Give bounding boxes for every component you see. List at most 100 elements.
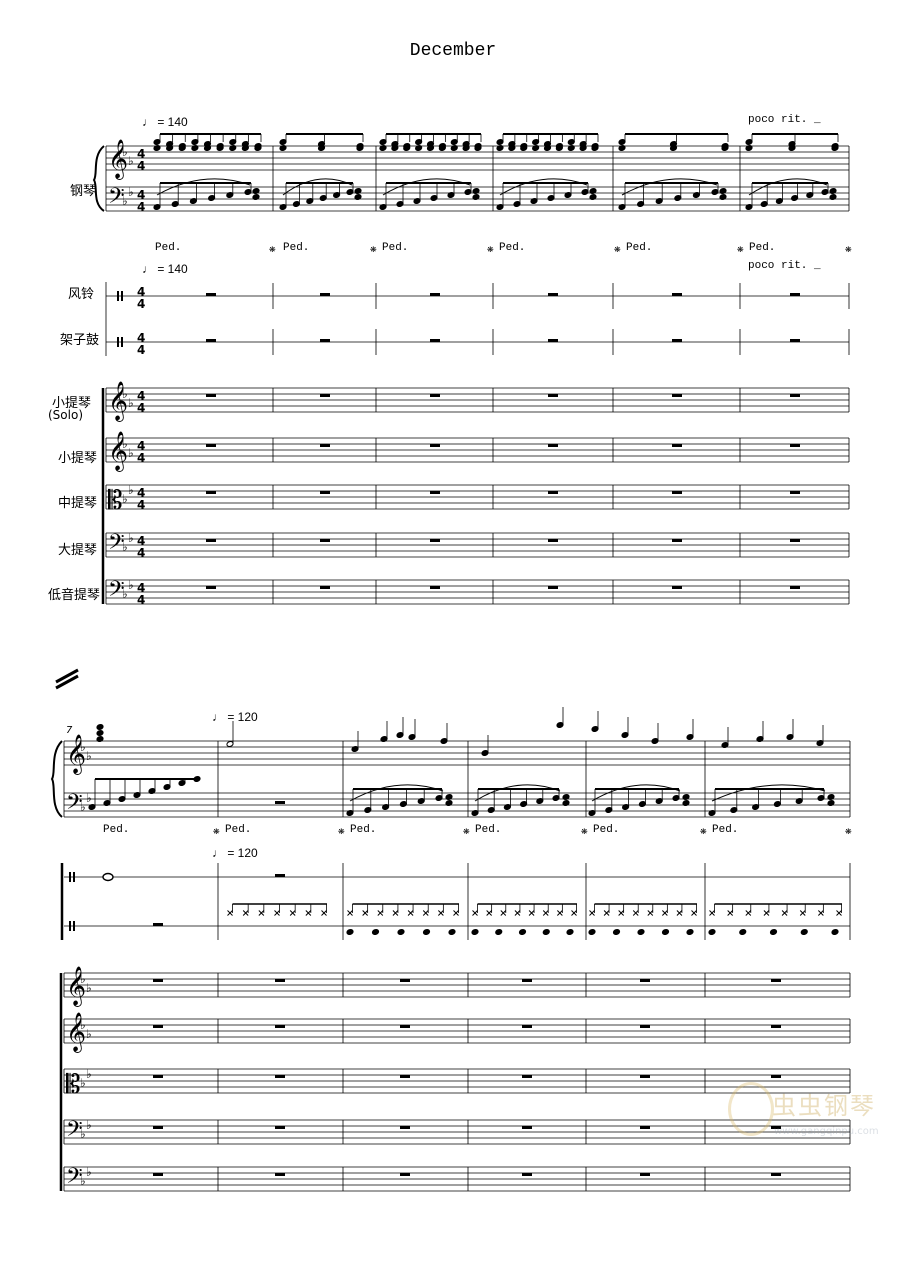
flat-icon: ♭ — [86, 791, 92, 805]
whole-rest — [430, 444, 440, 447]
whole-rest — [320, 339, 330, 342]
flat-icon: ♭ — [128, 578, 134, 592]
whole-rest — [790, 491, 800, 494]
flat-icon: ♭ — [128, 154, 134, 168]
flat-icon: ♭ — [80, 1076, 86, 1090]
whole-rest — [430, 339, 440, 342]
notehead — [613, 929, 621, 936]
whole-rest — [790, 539, 800, 542]
time-sig-denominator: 4 — [137, 546, 145, 560]
whole-rest — [640, 1173, 650, 1176]
time-sig-denominator: 4 — [137, 200, 145, 214]
whole-rest — [672, 444, 682, 447]
pedal-release-mark: ❋ — [487, 242, 494, 256]
pedal-release-mark: ❋ — [700, 824, 707, 838]
whole-rest — [548, 339, 558, 342]
notehead — [566, 929, 574, 936]
watermark: 虫虫钢琴 www.gangqinpu.com — [724, 1082, 904, 1152]
flat-icon: ♭ — [122, 492, 128, 506]
label-violin-solo-sub: (Solo) — [48, 408, 83, 422]
pedal-mark: Ped. — [712, 824, 738, 836]
system-separator — [56, 670, 78, 682]
whole-rest — [275, 1075, 285, 1078]
label-violin: 小提琴 — [58, 447, 97, 466]
whole-rest — [522, 1126, 532, 1129]
whole-rest — [206, 491, 216, 494]
flat-icon: ♭ — [128, 446, 134, 460]
notehead — [346, 929, 354, 936]
whole-rest — [206, 444, 216, 447]
whole-rest — [206, 293, 216, 296]
whole-rest — [672, 491, 682, 494]
whole-rest — [320, 293, 330, 296]
flat-icon: ♭ — [122, 540, 128, 554]
whole-rest — [672, 293, 682, 296]
pedal-mark: Ped. — [382, 242, 408, 254]
whole-rest — [548, 293, 558, 296]
notehead — [637, 929, 645, 936]
flat-icon: ♭ — [86, 1118, 92, 1132]
pedal-mark: Ped. — [626, 242, 652, 254]
flat-icon: ♭ — [86, 749, 92, 763]
time-sig-denominator: 4 — [137, 451, 145, 465]
flat-icon: ♭ — [86, 1027, 92, 1041]
pedal-mark: Ped. — [225, 824, 251, 836]
pedal-release-mark: ❋ — [463, 824, 470, 838]
whole-rest — [771, 1075, 781, 1078]
whole-rest — [400, 1173, 410, 1176]
flat-icon: ♭ — [128, 396, 134, 410]
tempo-marking-120-perc: ♩ = 120 — [212, 846, 258, 860]
flat-icon: ♭ — [128, 185, 134, 199]
tempo-marking-140-perc: ♩ = 140 — [142, 262, 188, 276]
whole-rest — [672, 339, 682, 342]
whole-rest — [320, 539, 330, 542]
whole-rest — [548, 444, 558, 447]
notehead — [96, 730, 104, 737]
whole-rest — [275, 1126, 285, 1129]
flat-icon: ♭ — [122, 437, 128, 451]
whole-rest — [790, 293, 800, 296]
whole-rest — [153, 979, 163, 982]
pedal-release-mark: ❋ — [845, 824, 852, 838]
flat-icon: ♭ — [80, 740, 86, 754]
pedal-release-mark: ❋ — [581, 824, 588, 838]
notehead — [423, 929, 431, 936]
whole-rest — [153, 1075, 163, 1078]
time-sig-denominator: 4 — [137, 343, 145, 357]
whole-rest — [400, 1025, 410, 1028]
whole-rest — [400, 979, 410, 982]
flat-icon: ♭ — [86, 981, 92, 995]
flat-icon: ♭ — [80, 1127, 86, 1141]
flat-icon: ♭ — [122, 194, 128, 208]
notehead — [372, 929, 380, 936]
whole-rest — [672, 394, 682, 397]
whole-rest — [430, 293, 440, 296]
whole-rest — [771, 979, 781, 982]
watermark-url: www.gangqinpu.com — [774, 1126, 879, 1137]
whole-rest — [275, 1173, 285, 1176]
time-sig-denominator: 4 — [137, 401, 145, 415]
whole-rest — [790, 444, 800, 447]
notehead — [739, 929, 747, 936]
tempo-marking-120: ♩ = 120 — [212, 710, 258, 724]
whole-rest — [320, 444, 330, 447]
flat-icon: ♭ — [86, 1067, 92, 1081]
poco-rit-direction-perc: poco rit. _ — [748, 260, 821, 272]
notehead — [708, 929, 716, 936]
pedal-release-mark: ❋ — [614, 242, 621, 256]
whole-rest — [275, 979, 285, 982]
flat-icon: ♭ — [80, 972, 86, 986]
notehead — [495, 929, 503, 936]
flat-icon: ♭ — [86, 1165, 92, 1179]
flat-icon: ♭ — [128, 531, 134, 545]
flat-icon: ♭ — [128, 483, 134, 497]
whole-rest — [206, 539, 216, 542]
whole-rest — [153, 1025, 163, 1028]
flat-icon: ♭ — [80, 1174, 86, 1188]
flat-icon: ♭ — [122, 587, 128, 601]
whole-rest — [153, 1173, 163, 1176]
pedal-release-mark: ❋ — [338, 824, 345, 838]
whole-rest — [400, 1126, 410, 1129]
flat-icon: ♭ — [80, 800, 86, 814]
whole-rest — [430, 539, 440, 542]
